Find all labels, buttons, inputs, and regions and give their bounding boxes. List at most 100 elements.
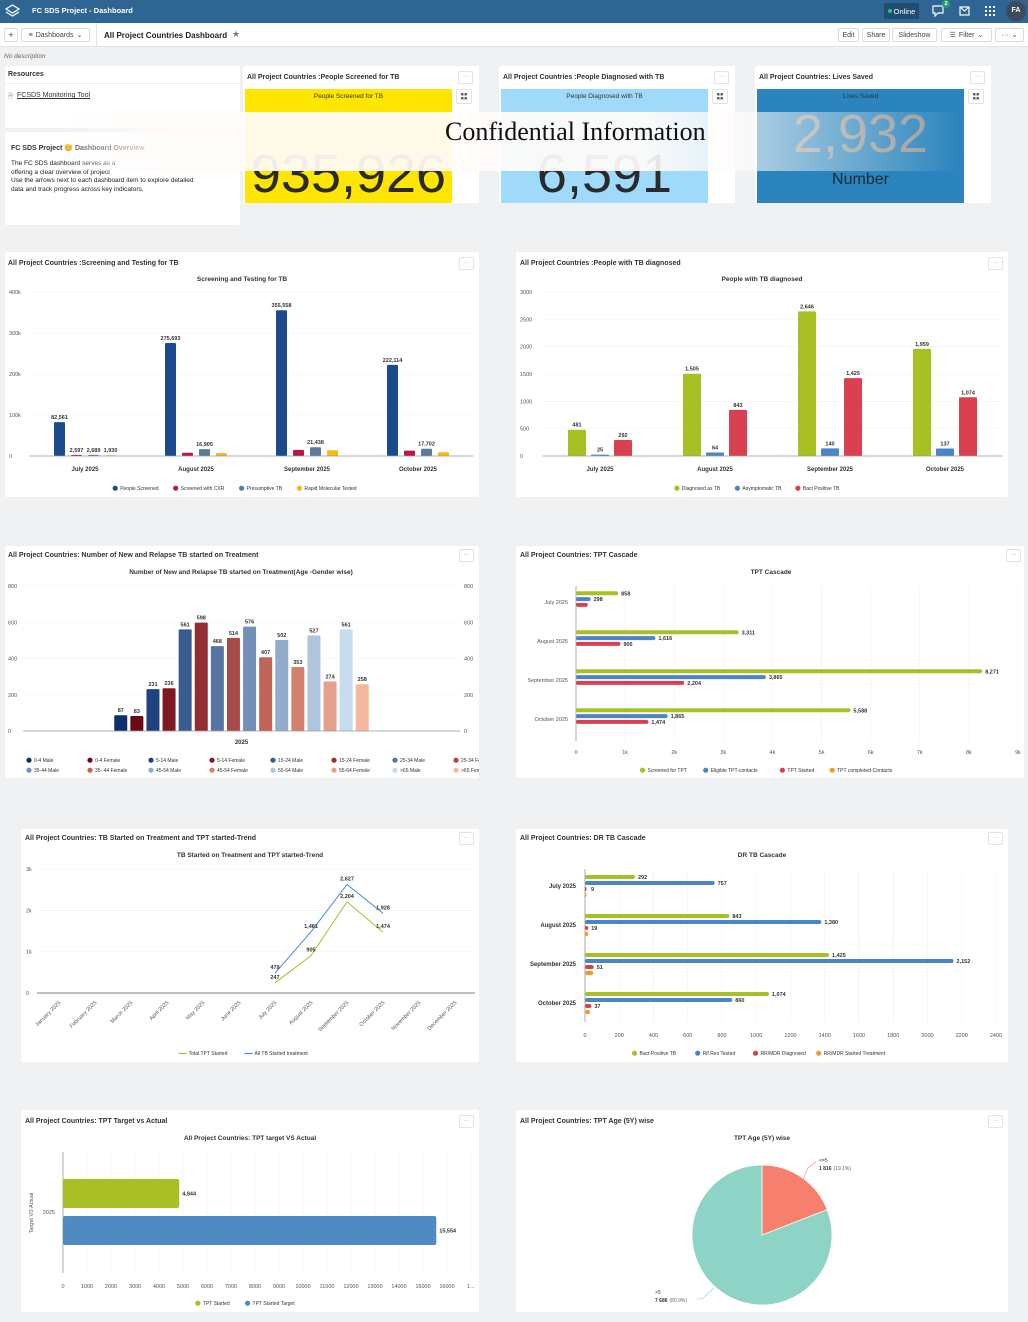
data-label: 1,928 — [376, 905, 390, 911]
x-tick-label: 1000 — [81, 1284, 93, 1290]
leader-line — [799, 1161, 817, 1188]
y-tick-label: 3000 — [520, 290, 532, 296]
treatment-trend-card: All Project Countries: TB Started on Tre… — [21, 829, 479, 1062]
chart-title: Screening and Testing for TB — [197, 276, 287, 283]
data-label: 2,627 — [340, 876, 354, 882]
slideshow-button[interactable]: Slideshow — [892, 28, 937, 42]
slice-value-label: 1 816 (19.1%) — [819, 1166, 851, 1172]
bar-bact-positive-tb — [585, 914, 730, 918]
card-menu-button[interactable]: ··· — [459, 549, 474, 562]
legend-label: People Screened — [120, 486, 159, 492]
data-label: 905 — [623, 642, 632, 648]
app-logo-icon[interactable] — [5, 4, 20, 19]
x-tick-label: September 2025 — [317, 1000, 350, 1033]
list-icon: ≡ — [28, 31, 33, 39]
legend-swatch — [148, 757, 154, 763]
data-label: 247 — [270, 975, 279, 981]
bar-rr-mdr-diagnosed — [585, 926, 589, 930]
card-menu-button[interactable]: ··· — [1006, 549, 1021, 562]
overview-line: Use the arrows next to each dashboard it… — [11, 177, 194, 185]
legend-swatch — [631, 1050, 638, 1056]
dashboards-dropdown[interactable]: ≡ Dashboards ⌄ — [21, 28, 90, 42]
tpt-target-card: All Project Countries: TPT Target vs Act… — [21, 1110, 479, 1312]
data-label: 2,646 — [800, 304, 814, 310]
category-label: August 2025 — [697, 467, 733, 473]
data-label: 64 — [712, 446, 719, 452]
x-tick-label: 8000 — [249, 1284, 261, 1290]
dashboard-title: All Project Countries Dashboard — [104, 31, 228, 40]
data-label: 514 — [229, 631, 239, 637]
star-icon[interactable]: ★ — [232, 29, 241, 39]
card-menu-button[interactable]: ··· — [988, 832, 1003, 845]
card-menu-button[interactable]: ··· — [459, 1115, 474, 1128]
bar-bact-positive-tb — [614, 440, 632, 456]
y-tick-label: 600 — [8, 620, 17, 626]
data-label: 576 — [245, 620, 254, 626]
legend-label: 25-34 Female — [461, 758, 479, 764]
share-button[interactable]: Share — [862, 28, 890, 42]
category-label: July 2025 — [586, 467, 614, 473]
bar-screened-with-cxr — [404, 450, 415, 456]
add-dashboard-button[interactable]: + — [4, 28, 18, 42]
data-label: 561 — [342, 622, 351, 628]
data-label: 527 — [309, 628, 318, 634]
legend-label: Diagnosed as TB — [682, 486, 721, 492]
card-menu-button[interactable]: ··· — [988, 257, 1003, 270]
x-tick-label: 5k — [819, 750, 825, 756]
x-tick-label: June 2025 — [220, 1000, 242, 1022]
grid-view-icon[interactable] — [968, 89, 984, 104]
legend-swatch — [703, 767, 709, 773]
monitoring-tool-link[interactable]: FCSDS Monitoring Tool — [17, 92, 91, 99]
card-title: All Project Countries: Number of New and… — [8, 552, 259, 559]
legend-label: Eligible TPT-contacts — [711, 768, 758, 774]
resources-card: Resources 🗎 FCSDS Monitoring Tool — [5, 66, 240, 128]
x-tick-label: 1200 — [784, 1033, 796, 1039]
mail-icon[interactable] — [959, 6, 970, 16]
data-label: 137 — [940, 442, 949, 448]
online-status-button[interactable]: Online — [884, 3, 919, 19]
bar-rr-mdr-started-treatment — [585, 932, 589, 936]
grid-view-icon[interactable] — [712, 89, 728, 104]
top-navigation-bar: FC SDS Project - Dashboard Online 2 FA — [0, 0, 1028, 23]
edit-button[interactable]: Edit — [838, 28, 859, 42]
tpt-age-card: All Project Countries: TPT Age (5Y) wise… — [516, 1110, 1008, 1312]
document-icon: 🗎 — [8, 93, 14, 100]
legend-label: TPT Started — [787, 768, 814, 774]
data-label: 236 — [164, 681, 173, 687]
data-label: 561 — [181, 622, 190, 628]
card-menu-button[interactable]: ··· — [714, 71, 729, 84]
data-label: 140 — [825, 441, 834, 447]
card-menu-button[interactable]: ··· — [970, 71, 985, 84]
bar-55-64-female — [323, 681, 337, 731]
y-tick-label: 1000 — [520, 399, 532, 405]
bar-tpt-started-target — [63, 1216, 437, 1245]
card-menu-button[interactable]: ··· — [459, 257, 474, 270]
filter-button[interactable]: ☰ Filter ⌄ — [941, 28, 992, 42]
bar-bact-positive-tb — [585, 953, 830, 957]
card-menu-button[interactable]: ··· — [988, 1115, 1003, 1128]
card-menu-button[interactable]: ··· — [458, 71, 473, 84]
data-label: 843 — [732, 914, 741, 920]
legend-swatch — [26, 767, 32, 773]
x-tick-label: 14000 — [391, 1284, 406, 1290]
x-tick-label: 1k — [622, 750, 628, 756]
grid-view-icon[interactable] — [456, 89, 472, 104]
bar-bact-positive-tb — [729, 409, 747, 456]
bar-tpt-started — [576, 602, 588, 607]
x-tick-label: August 2025 — [288, 1000, 314, 1026]
legend-label: Asymptomatic TB — [742, 486, 782, 492]
app-title: FC SDS Project - Dashboard — [32, 6, 133, 15]
more-options-button[interactable]: ··· ⌄ — [995, 28, 1024, 42]
bar-0-4-female — [130, 715, 144, 731]
divider — [5, 83, 240, 84]
data-label: 905 — [306, 948, 315, 954]
x-tick-label: 10000 — [295, 1284, 310, 1290]
treatment-trend-chart: TB Started on Treatment and TPT started-… — [26, 852, 475, 1057]
user-avatar[interactable]: FA — [1006, 1, 1026, 21]
chart-title: TB Started on Treatment and TPT started-… — [177, 852, 323, 859]
data-label: 2,597 — [70, 448, 84, 454]
bar-rapid-molecular-tested — [327, 450, 338, 456]
apps-grid-icon[interactable] — [985, 6, 995, 16]
card-menu-button[interactable]: ··· — [459, 832, 474, 845]
data-label: 5,588 — [853, 708, 867, 714]
